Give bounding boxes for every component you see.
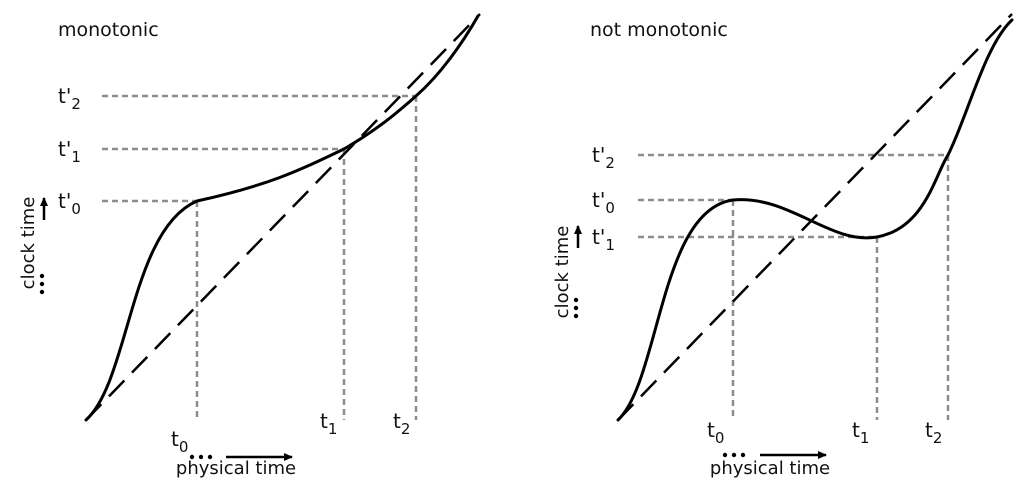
ellipsis-dot — [189, 454, 195, 460]
ellipsis-dot — [198, 454, 204, 460]
y-label-t0: t'0 — [58, 189, 81, 218]
x-label-t1: t1 — [852, 418, 869, 447]
panel-title: not monotonic — [590, 19, 728, 41]
ideal-clock-line — [617, 13, 1013, 421]
x-label-t0: t0 — [707, 418, 724, 447]
clock-curve — [84, 14, 480, 422]
x-axis-title: physical time — [176, 458, 296, 479]
x-label-t2: t2 — [925, 418, 942, 447]
ellipsis-dot — [573, 297, 579, 303]
clock-curve — [616, 18, 1014, 422]
ideal-clock-line — [85, 13, 481, 421]
y-label-t2: t'2 — [592, 143, 615, 172]
y-label-t2: t'2 — [58, 84, 81, 113]
monotonic-panel: monotonic t'2 t'1 t'0 t0 t1 t2 physical … — [18, 13, 481, 479]
y-axis-title: clock time — [552, 226, 573, 319]
ellipsis-dot — [39, 289, 45, 295]
x-axis-title: physical time — [710, 458, 830, 479]
y-label-t1: t'1 — [58, 137, 81, 166]
not-monotonic-panel: not monotonic t'2 t'0 t'1 t0 t1 t2 physi… — [552, 13, 1014, 479]
x-label-t0: t0 — [171, 427, 188, 456]
x-label-t1: t1 — [320, 409, 337, 438]
ellipsis-dot — [740, 452, 746, 458]
ellipsis-dot — [573, 313, 579, 319]
ellipsis-dot — [207, 454, 213, 460]
y-label-t0: t'0 — [592, 188, 615, 217]
panel-title: monotonic — [58, 19, 159, 41]
ellipsis-dot — [573, 305, 579, 311]
ellipsis-dot — [722, 452, 728, 458]
ellipsis-dot — [39, 281, 45, 287]
ellipsis-dot — [731, 452, 737, 458]
ellipsis-dot — [39, 273, 45, 279]
y-label-t1: t'1 — [592, 225, 615, 254]
y-axis-title: clock time — [18, 197, 39, 290]
x-label-t2: t2 — [393, 409, 410, 438]
